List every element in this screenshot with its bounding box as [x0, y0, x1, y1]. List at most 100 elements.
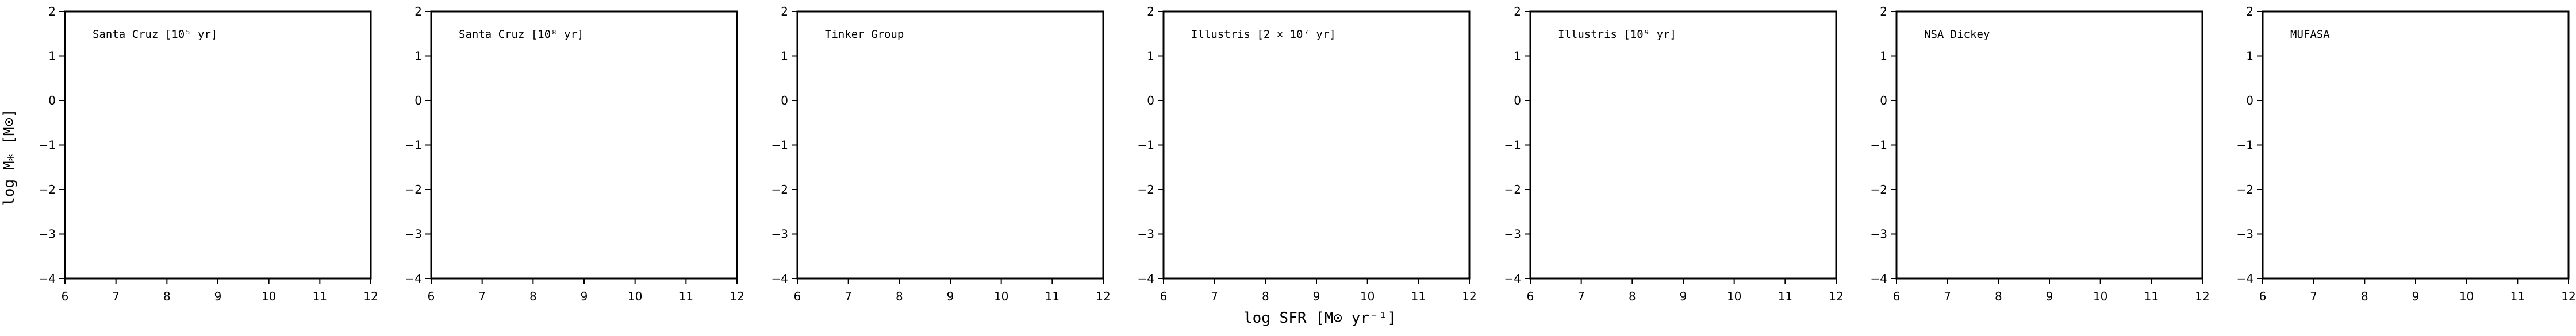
y-tick-label: −3: [1138, 227, 1154, 241]
y-tick-label: −3: [2237, 227, 2253, 241]
x-tick-label: 7: [844, 289, 852, 303]
x-tick-label: 10: [2093, 289, 2107, 303]
x-tick-label: 12: [730, 289, 744, 303]
panel-title: MUFASA: [2290, 28, 2330, 41]
y-tick-label: −4: [1504, 272, 1521, 285]
x-tick-label: 11: [679, 289, 693, 303]
y-tick-label: −2: [771, 183, 788, 196]
y-tick-label: 1: [2246, 49, 2253, 63]
y-tick-label: −3: [1871, 227, 1887, 241]
y-tick-label: 2: [781, 5, 788, 18]
y-tick-label: 1: [781, 49, 788, 63]
panel-4: Illustris [2 × 10⁷ yr]6 7 8 9 10 11 12210−1−2−…: [1138, 5, 1477, 303]
axes-frame: [1529, 10, 1837, 280]
y-tick-label: −1: [405, 138, 422, 152]
y-tick-label: 2: [1147, 5, 1154, 18]
x-tick-label: 12: [363, 289, 378, 303]
panel-title: Santa Cruz [10⁸ yr]: [459, 28, 583, 41]
y-tick-label: −4: [771, 272, 788, 285]
x-tick-label: 11: [1778, 289, 1792, 303]
x-tick-label: 8: [163, 289, 171, 303]
y-tick-label: 2: [414, 5, 422, 18]
x-tick-label: 7: [1577, 289, 1585, 303]
x-tick-label: 6: [794, 289, 801, 303]
y-tick-label: −1: [39, 138, 56, 152]
y-tick-label: 1: [1514, 49, 1521, 63]
axes-frame: [1162, 10, 1471, 280]
x-tick-label: 9: [1313, 289, 1320, 303]
panels: Santa Cruz [10⁵ yr]6 7 8 9 10 11 12210−1−2−3−4…: [39, 5, 2576, 303]
y-tick-label: −1: [771, 138, 788, 152]
y-tick-label: 2: [1514, 5, 1521, 18]
x-tick-label: 9: [947, 289, 954, 303]
x-tick-label: 9: [214, 289, 222, 303]
x-tick-label: 8: [2361, 289, 2368, 303]
y-tick-label: 1: [48, 49, 56, 63]
x-tick-label: 6: [62, 289, 69, 303]
y-tick-label: 1: [1147, 49, 1154, 63]
x-axis-label: log SFR [M⊙ yr⁻¹]: [1243, 310, 1396, 327]
x-tick-label: 6: [1160, 289, 1168, 303]
x-tick-label: 8: [896, 289, 903, 303]
x-tick-label: 8: [1629, 289, 1636, 303]
x-tick-label: 10: [1360, 289, 1375, 303]
x-tick-label: 11: [2510, 289, 2525, 303]
y-tick-label: −4: [39, 272, 56, 285]
y-tick-label: 0: [1880, 94, 1887, 107]
y-tick-label: 0: [1514, 94, 1521, 107]
x-tick-label: 7: [112, 289, 120, 303]
x-tick-label: 11: [1045, 289, 1059, 303]
x-tick-label: 7: [1944, 289, 1951, 303]
y-tick-label: 0: [781, 94, 788, 107]
x-tick-label: 6: [1527, 289, 1534, 303]
y-tick-label: −4: [2237, 272, 2253, 285]
x-tick-label: 12: [1829, 289, 1843, 303]
x-tick-label: 7: [1211, 289, 1218, 303]
y-tick-label: −3: [405, 227, 422, 241]
x-tick-label: 9: [581, 289, 588, 303]
y-tick-label: −4: [1138, 272, 1154, 285]
x-tick-label: 9: [2046, 289, 2053, 303]
x-tick-label: 12: [1462, 289, 1476, 303]
y-tick-label: 2: [48, 5, 56, 18]
panel-title: Santa Cruz [10⁵ yr]: [93, 28, 217, 41]
x-tick-label: 6: [2259, 289, 2267, 303]
x-tick-label: 8: [1995, 289, 2002, 303]
y-tick-label: 1: [414, 49, 422, 63]
x-tick-label: 9: [2412, 289, 2420, 303]
y-tick-label: −1: [1871, 138, 1887, 152]
y-tick-label: −1: [1504, 138, 1521, 152]
y-tick-label: 0: [2246, 94, 2253, 107]
axes-frame: [64, 10, 372, 280]
x-tick-label: 7: [2310, 289, 2317, 303]
axes-frame: [796, 10, 1104, 280]
x-tick-label: 12: [2195, 289, 2209, 303]
y-tick-label: −1: [1138, 138, 1154, 152]
y-tick-label: −4: [405, 272, 422, 285]
y-tick-label: 1: [1880, 49, 1887, 63]
axes-frame: [2262, 10, 2570, 280]
y-tick-label: 0: [1147, 94, 1154, 107]
panel-title: Illustris [10⁹ yr]: [1558, 28, 1676, 41]
x-tick-label: 10: [628, 289, 642, 303]
y-tick-label: −3: [39, 227, 56, 241]
y-tick-label: 0: [48, 94, 56, 107]
y-tick-label: −2: [39, 183, 56, 196]
x-tick-label: 8: [1262, 289, 1269, 303]
y-tick-label: 2: [1880, 5, 1887, 18]
x-tick-label: 10: [994, 289, 1008, 303]
x-tick-label: 10: [2459, 289, 2474, 303]
x-tick-label: 11: [2144, 289, 2159, 303]
x-tick-label: 9: [1680, 289, 1687, 303]
y-tick-label: −2: [1871, 183, 1887, 196]
y-tick-label: −4: [1871, 272, 1887, 285]
y-tick-label: −3: [771, 227, 788, 241]
x-tick-label: 10: [1727, 289, 1741, 303]
y-tick-label: 2: [2246, 5, 2253, 18]
y-tick-label: −3: [1504, 227, 1521, 241]
